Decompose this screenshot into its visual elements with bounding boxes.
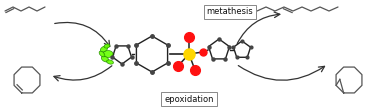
Text: epoxidation: epoxidation bbox=[164, 94, 214, 103]
Text: metathesis: metathesis bbox=[207, 7, 253, 17]
Ellipse shape bbox=[104, 44, 110, 48]
Ellipse shape bbox=[107, 60, 113, 64]
Ellipse shape bbox=[99, 51, 105, 57]
Ellipse shape bbox=[100, 46, 108, 52]
Ellipse shape bbox=[101, 56, 109, 62]
Ellipse shape bbox=[103, 51, 113, 57]
